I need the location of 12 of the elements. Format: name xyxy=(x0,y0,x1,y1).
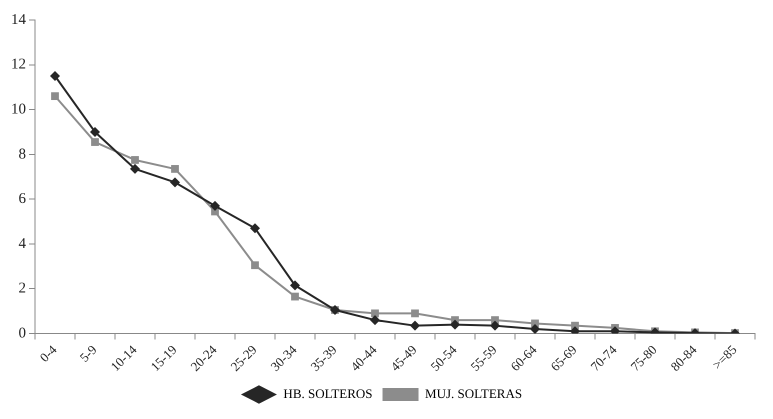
y-tick-label: 4 xyxy=(18,236,26,252)
y-tick-label: 14 xyxy=(11,12,26,28)
legend-label: MUJ. SOLTERAS xyxy=(425,386,522,401)
y-tick-label: 6 xyxy=(18,191,26,208)
legend-label: HB. SOLTEROS xyxy=(283,386,373,401)
y-tick-label: 2 xyxy=(18,280,26,297)
y-tick-label: 12 xyxy=(11,56,26,73)
y-tick-label: 10 xyxy=(11,102,26,118)
x-tick-label: 5-9 xyxy=(76,342,100,365)
y-tick-label: 0 xyxy=(18,325,26,342)
y-tick-label: 8 xyxy=(18,146,26,162)
x-tick-label: 0-4 xyxy=(36,342,60,365)
